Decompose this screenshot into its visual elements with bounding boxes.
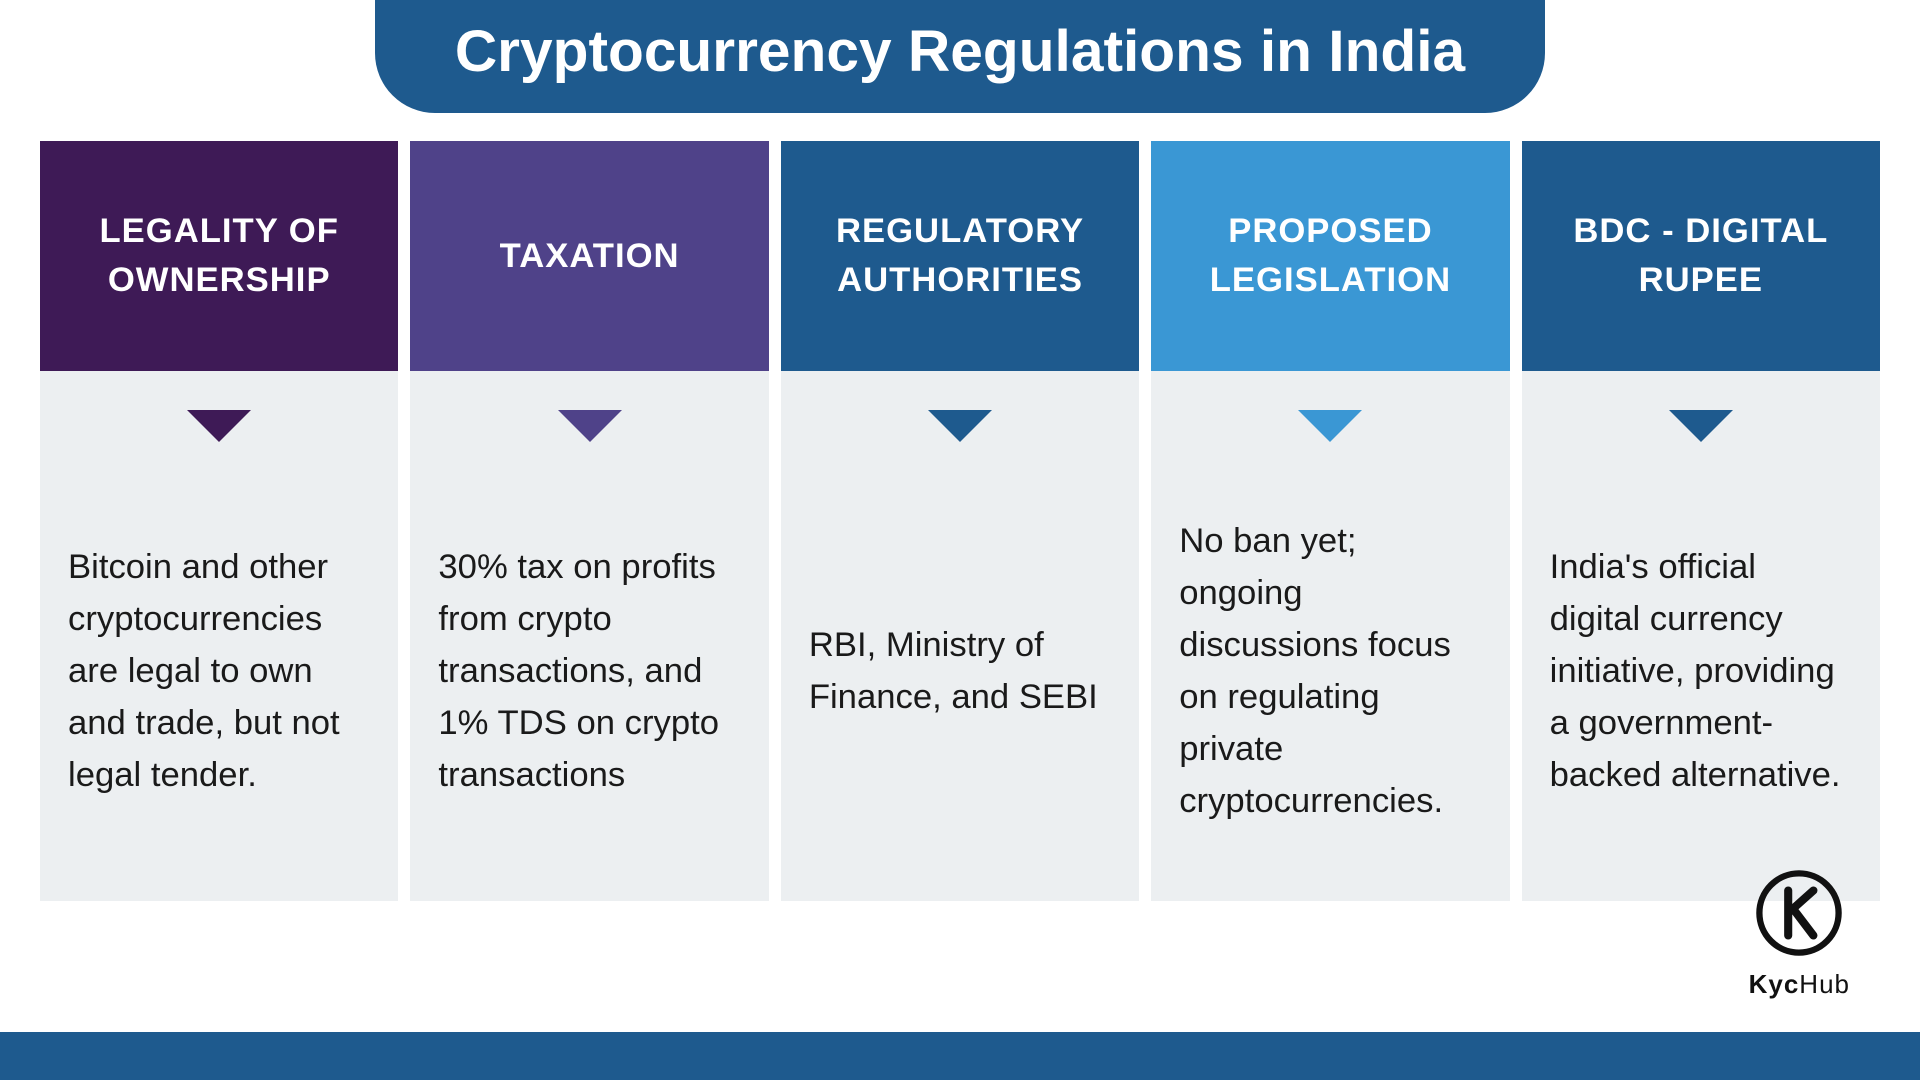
- column-body-text: Bitcoin and other cryptocurrencies are l…: [68, 541, 370, 801]
- page-title: Cryptocurrency Regulations in India: [455, 19, 1465, 84]
- bottom-bar: [0, 1032, 1920, 1080]
- chevron-down-icon: [558, 410, 622, 442]
- kychub-logo-icon: [1754, 868, 1844, 958]
- arrow-zone: [1522, 371, 1880, 481]
- chevron-down-icon: [1298, 410, 1362, 442]
- columns-container: LEGALITY OF OWNERSHIP Bitcoin and other …: [0, 113, 1920, 901]
- chevron-down-icon: [187, 410, 251, 442]
- column-header: REGULATORY AUTHORITIES: [781, 141, 1139, 371]
- column-legislation: PROPOSED LEGISLATION No ban yet; ongoing…: [1151, 141, 1509, 901]
- arrow-zone: [1151, 371, 1509, 481]
- arrow-zone: [410, 371, 768, 481]
- column-taxation: TAXATION 30% tax on profits from crypto …: [410, 141, 768, 901]
- arrow-zone: [40, 371, 398, 481]
- column-body: Bitcoin and other cryptocurrencies are l…: [40, 481, 398, 901]
- column-header: BDC - DIGITAL RUPEE: [1522, 141, 1880, 371]
- column-authorities: REGULATORY AUTHORITIES RBI, Ministry of …: [781, 141, 1139, 901]
- column-header: LEGALITY OF OWNERSHIP: [40, 141, 398, 371]
- column-body-text: 30% tax on profits from crypto transacti…: [438, 541, 740, 801]
- column-body: 30% tax on profits from crypto transacti…: [410, 481, 768, 901]
- column-body-text: RBI, Ministry of Finance, and SEBI: [809, 619, 1111, 723]
- column-body: India's official digital currency initia…: [1522, 481, 1880, 901]
- chevron-down-icon: [928, 410, 992, 442]
- column-header: TAXATION: [410, 141, 768, 371]
- arrow-zone: [781, 371, 1139, 481]
- brand-sub: Hub: [1799, 969, 1850, 999]
- title-banner: Cryptocurrency Regulations in India: [375, 0, 1545, 113]
- column-body: No ban yet; ongoing discussions focus on…: [1151, 481, 1509, 901]
- brand-main: Kyc: [1749, 969, 1800, 999]
- brand-logo: KycHub: [1749, 868, 1850, 1000]
- column-digital-rupee: BDC - DIGITAL RUPEE India's official dig…: [1522, 141, 1880, 901]
- column-body-text: No ban yet; ongoing discussions focus on…: [1179, 515, 1481, 827]
- column-body: RBI, Ministry of Finance, and SEBI: [781, 481, 1139, 901]
- column-body-text: India's official digital currency initia…: [1550, 541, 1852, 801]
- column-header: PROPOSED LEGISLATION: [1151, 141, 1509, 371]
- brand-logo-text: KycHub: [1749, 969, 1850, 1000]
- chevron-down-icon: [1669, 410, 1733, 442]
- column-legality: LEGALITY OF OWNERSHIP Bitcoin and other …: [40, 141, 398, 901]
